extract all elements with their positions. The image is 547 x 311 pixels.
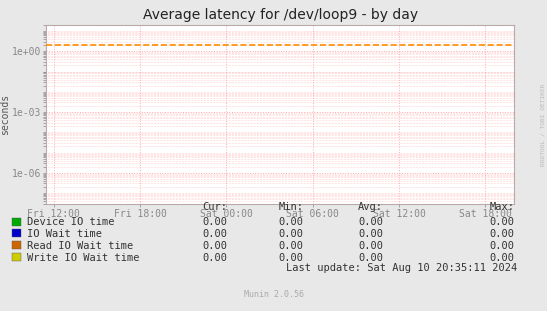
Text: 0.00: 0.00 xyxy=(202,217,227,227)
Text: Avg:: Avg: xyxy=(358,202,383,212)
Text: 0.00: 0.00 xyxy=(358,217,383,227)
Text: 0.00: 0.00 xyxy=(278,241,304,251)
Text: Read IO Wait time: Read IO Wait time xyxy=(27,241,133,251)
Text: 0.00: 0.00 xyxy=(278,217,304,227)
Text: 0.00: 0.00 xyxy=(202,229,227,239)
Text: 0.00: 0.00 xyxy=(358,253,383,262)
Text: 0.00: 0.00 xyxy=(489,217,514,227)
Text: Device IO time: Device IO time xyxy=(27,217,115,227)
Text: Last update: Sat Aug 10 20:35:11 2024: Last update: Sat Aug 10 20:35:11 2024 xyxy=(286,262,517,272)
Text: Min:: Min: xyxy=(278,202,304,212)
Text: Max:: Max: xyxy=(489,202,514,212)
Text: IO Wait time: IO Wait time xyxy=(27,229,102,239)
Text: 0.00: 0.00 xyxy=(489,229,514,239)
Text: 0.00: 0.00 xyxy=(278,253,304,262)
Text: Munin 2.0.56: Munin 2.0.56 xyxy=(243,290,304,299)
Text: Cur:: Cur: xyxy=(202,202,227,212)
Text: RRDTOOL / TOBI OETIKER: RRDTOOL / TOBI OETIKER xyxy=(541,83,546,166)
Text: Write IO Wait time: Write IO Wait time xyxy=(27,253,140,262)
Title: Average latency for /dev/loop9 - by day: Average latency for /dev/loop9 - by day xyxy=(143,8,418,22)
Text: 0.00: 0.00 xyxy=(202,253,227,262)
Text: 0.00: 0.00 xyxy=(489,253,514,262)
Text: 0.00: 0.00 xyxy=(278,229,304,239)
Text: 0.00: 0.00 xyxy=(489,241,514,251)
Y-axis label: seconds: seconds xyxy=(0,94,10,135)
Text: 0.00: 0.00 xyxy=(202,241,227,251)
Text: 0.00: 0.00 xyxy=(358,229,383,239)
Text: 0.00: 0.00 xyxy=(358,241,383,251)
